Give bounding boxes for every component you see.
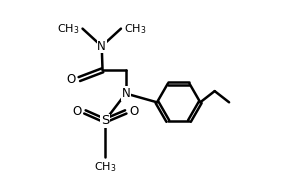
Text: CH$_3$: CH$_3$	[124, 22, 147, 35]
Text: N: N	[121, 87, 130, 100]
Text: O: O	[129, 105, 138, 118]
Text: O: O	[73, 105, 82, 118]
Text: CH$_3$: CH$_3$	[57, 22, 79, 35]
Text: O: O	[67, 72, 76, 86]
Text: CH$_3$: CH$_3$	[94, 160, 116, 174]
Text: N: N	[97, 40, 106, 53]
Text: S: S	[101, 114, 109, 127]
